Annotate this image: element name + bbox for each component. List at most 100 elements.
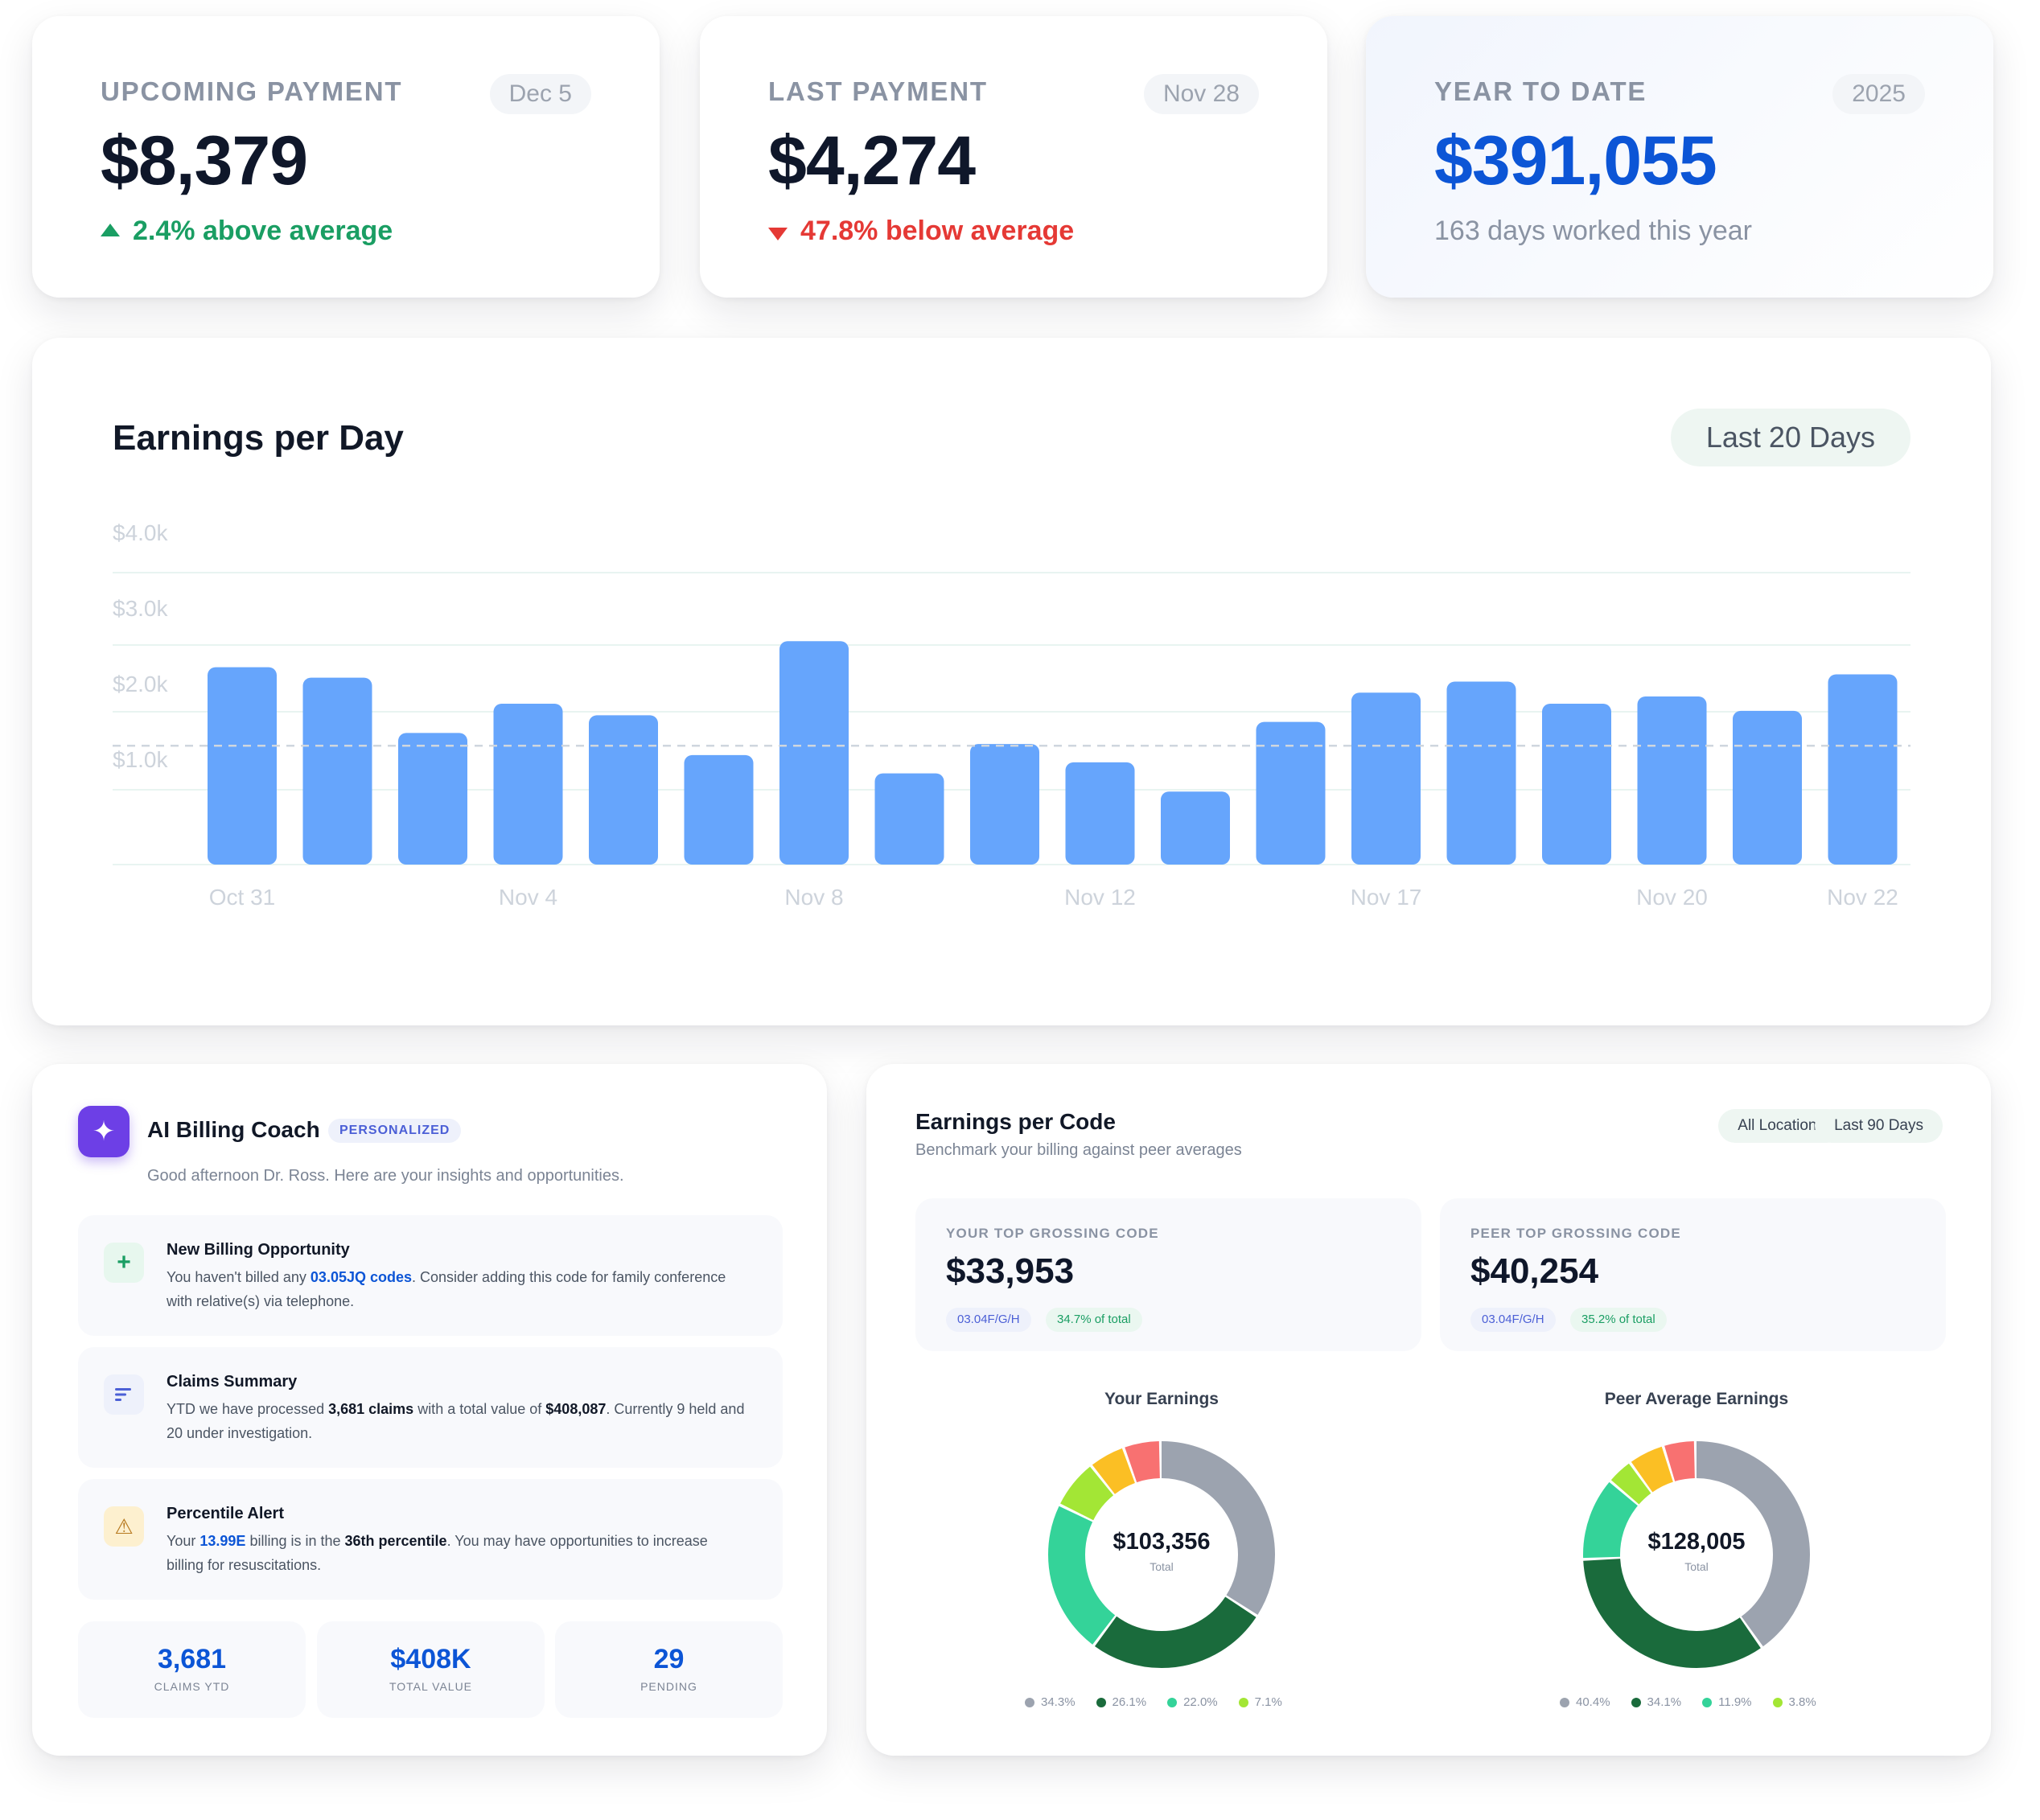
- kpi-total-value: $408K TOTAL VALUE: [317, 1621, 545, 1718]
- y-tick-label: $1.0k: [113, 747, 168, 772]
- peer-top-code-amount: $40,254: [1470, 1251, 1599, 1291]
- bar[interactable]: [684, 754, 754, 865]
- last-payment-amount: $4,274: [768, 122, 976, 199]
- legend-value: 11.9%: [1718, 1695, 1752, 1709]
- bar[interactable]: [1065, 762, 1135, 865]
- upcoming-payment-delta: 2.4% above average: [101, 216, 660, 247]
- bar[interactable]: [208, 667, 277, 865]
- upcoming-payment-card: UPCOMING PAYMENT Dec 5 $8,379 2.4% above…: [32, 16, 660, 298]
- kpi-label: CLAIMS YTD: [154, 1680, 230, 1693]
- legend-value: 22.0%: [1183, 1695, 1218, 1709]
- trend-down-icon: [768, 227, 788, 240]
- bar[interactable]: [1542, 703, 1611, 865]
- legend-dot: [1631, 1697, 1641, 1707]
- insight-text: Your 13.99E billing is in the 36th perce…: [167, 1533, 708, 1573]
- bar[interactable]: [874, 773, 944, 865]
- trend-up-icon: [101, 223, 120, 236]
- plus-icon: +: [104, 1243, 144, 1283]
- kpi-claims-ytd: 3,681 CLAIMS YTD: [78, 1621, 306, 1718]
- bar[interactable]: [589, 715, 658, 865]
- x-tick-label: Nov 12: [1064, 885, 1136, 910]
- legend-item: 40.4%: [1560, 1695, 1610, 1709]
- legend-dot: [1238, 1697, 1248, 1707]
- kpi-value: $408K: [390, 1644, 471, 1674]
- last-payment-label: LAST PAYMENT: [768, 76, 988, 106]
- donut-slice[interactable]: [1048, 1441, 1275, 1668]
- x-tick-label: Nov 4: [499, 885, 557, 910]
- insight-text: You haven't billed any 03.05JQ codes. Co…: [167, 1269, 726, 1309]
- code-title: Earnings per Code: [915, 1109, 1116, 1134]
- your-earnings-legend: 34.3% 26.1% 22.0% 7.1%: [1025, 1695, 1282, 1709]
- warning-icon: ⚠: [104, 1506, 144, 1547]
- list-icon: [104, 1374, 144, 1415]
- earnings-per-code-card: Earnings per Code Benchmark your billing…: [866, 1064, 1991, 1756]
- insight-claims-summary[interactable]: Claims Summary YTD we have processed 3,6…: [78, 1347, 783, 1468]
- y-tick-label: $2.0k: [113, 672, 168, 696]
- bar[interactable]: [1351, 692, 1421, 865]
- y-tick-label: $3.0k: [113, 596, 168, 621]
- peer-top-code-label: PEER TOP GROSSING CODE: [1470, 1226, 1681, 1241]
- your-top-code-panel: YOUR TOP GROSSING CODE $33,953 03.04F/G/…: [915, 1198, 1421, 1351]
- your-top-code-tag: 03.04F/G/H: [946, 1308, 1031, 1332]
- code-link[interactable]: 13.99E: [199, 1533, 246, 1549]
- donut-slice[interactable]: [1583, 1441, 1810, 1668]
- legend-item: 34.3%: [1025, 1695, 1076, 1709]
- legend-dot: [1025, 1697, 1034, 1707]
- period-filter[interactable]: Last 90 Days: [1815, 1109, 1943, 1143]
- ytd-year: 2025: [1832, 74, 1925, 114]
- legend-dot: [1772, 1697, 1783, 1707]
- bar[interactable]: [1828, 674, 1898, 865]
- donut-slice[interactable]: [1583, 1441, 1810, 1668]
- peer-earnings-legend: 40.4% 34.1% 11.9% 3.8%: [1560, 1695, 1816, 1709]
- peer-top-code-share: 35.2% of total: [1570, 1308, 1667, 1332]
- last-payment-date: Nov 28: [1143, 74, 1259, 114]
- bar[interactable]: [1733, 710, 1802, 865]
- x-tick-label: Nov 8: [784, 885, 843, 910]
- code-subtitle: Benchmark your billing against peer aver…: [915, 1141, 1242, 1159]
- your-top-code-share: 34.7% of total: [1046, 1308, 1142, 1332]
- sparkle-icon: ✦: [78, 1106, 130, 1157]
- donut-slice[interactable]: [1048, 1441, 1275, 1668]
- legend-item: 26.1%: [1096, 1695, 1147, 1709]
- last-payment-delta: 47.8% below average: [768, 216, 1327, 247]
- bar[interactable]: [1161, 791, 1230, 865]
- legend-value: 34.1%: [1647, 1695, 1682, 1709]
- donut-total-value: $128,005: [1647, 1529, 1746, 1555]
- legend-value: 26.1%: [1112, 1695, 1147, 1709]
- insight-percentile-alert[interactable]: ⚠ Percentile Alert Your 13.99E billing i…: [78, 1479, 783, 1600]
- year-to-date-card: YEAR TO DATE 2025 $391,055 163 days work…: [1366, 16, 1993, 298]
- your-earnings-total: $103,356 Total: [1081, 1529, 1242, 1573]
- personalized-badge: PERSONALIZED: [328, 1119, 462, 1143]
- kpi-label: TOTAL VALUE: [389, 1680, 473, 1693]
- last-payment-card: LAST PAYMENT Nov 28 $4,274 47.8% below a…: [700, 16, 1327, 298]
- donut-total-label: Total: [1684, 1560, 1709, 1573]
- bar[interactable]: [1446, 681, 1516, 865]
- code-link[interactable]: 03.05JQ codes: [310, 1269, 413, 1285]
- insight-billing-opportunity[interactable]: + New Billing Opportunity You haven't bi…: [78, 1215, 783, 1336]
- x-tick-label: Nov 22: [1827, 885, 1898, 910]
- bar[interactable]: [493, 703, 563, 865]
- bar[interactable]: [1256, 721, 1326, 865]
- bar[interactable]: [398, 733, 467, 865]
- kpi-label: PENDING: [640, 1680, 697, 1693]
- bar[interactable]: [1637, 696, 1707, 865]
- upcoming-delta-text: 2.4% above average: [133, 216, 393, 246]
- x-tick-label: Nov 20: [1636, 885, 1708, 910]
- ai-billing-coach-card: ✦ AI Billing Coach PERSONALIZED Good aft…: [32, 1064, 827, 1756]
- donut-slice[interactable]: [1583, 1441, 1810, 1668]
- legend-item: 3.8%: [1772, 1695, 1816, 1709]
- bar[interactable]: [970, 744, 1039, 865]
- kpi-value: 29: [653, 1644, 685, 1674]
- bar[interactable]: [779, 641, 849, 865]
- legend-item: 7.1%: [1238, 1695, 1282, 1709]
- donut-total-label: Total: [1150, 1560, 1174, 1573]
- bar[interactable]: [302, 677, 372, 865]
- donut-slice[interactable]: [1048, 1441, 1275, 1668]
- legend-value: 34.3%: [1041, 1695, 1076, 1709]
- date-range-selector[interactable]: Last 20 Days: [1670, 409, 1910, 466]
- legend-dot: [1096, 1697, 1106, 1707]
- upcoming-payment-label: UPCOMING PAYMENT: [101, 76, 403, 106]
- ytd-amount: $391,055: [1434, 122, 1717, 199]
- last-delta-text: 47.8% below average: [800, 216, 1075, 246]
- legend-item: 11.9%: [1702, 1695, 1752, 1709]
